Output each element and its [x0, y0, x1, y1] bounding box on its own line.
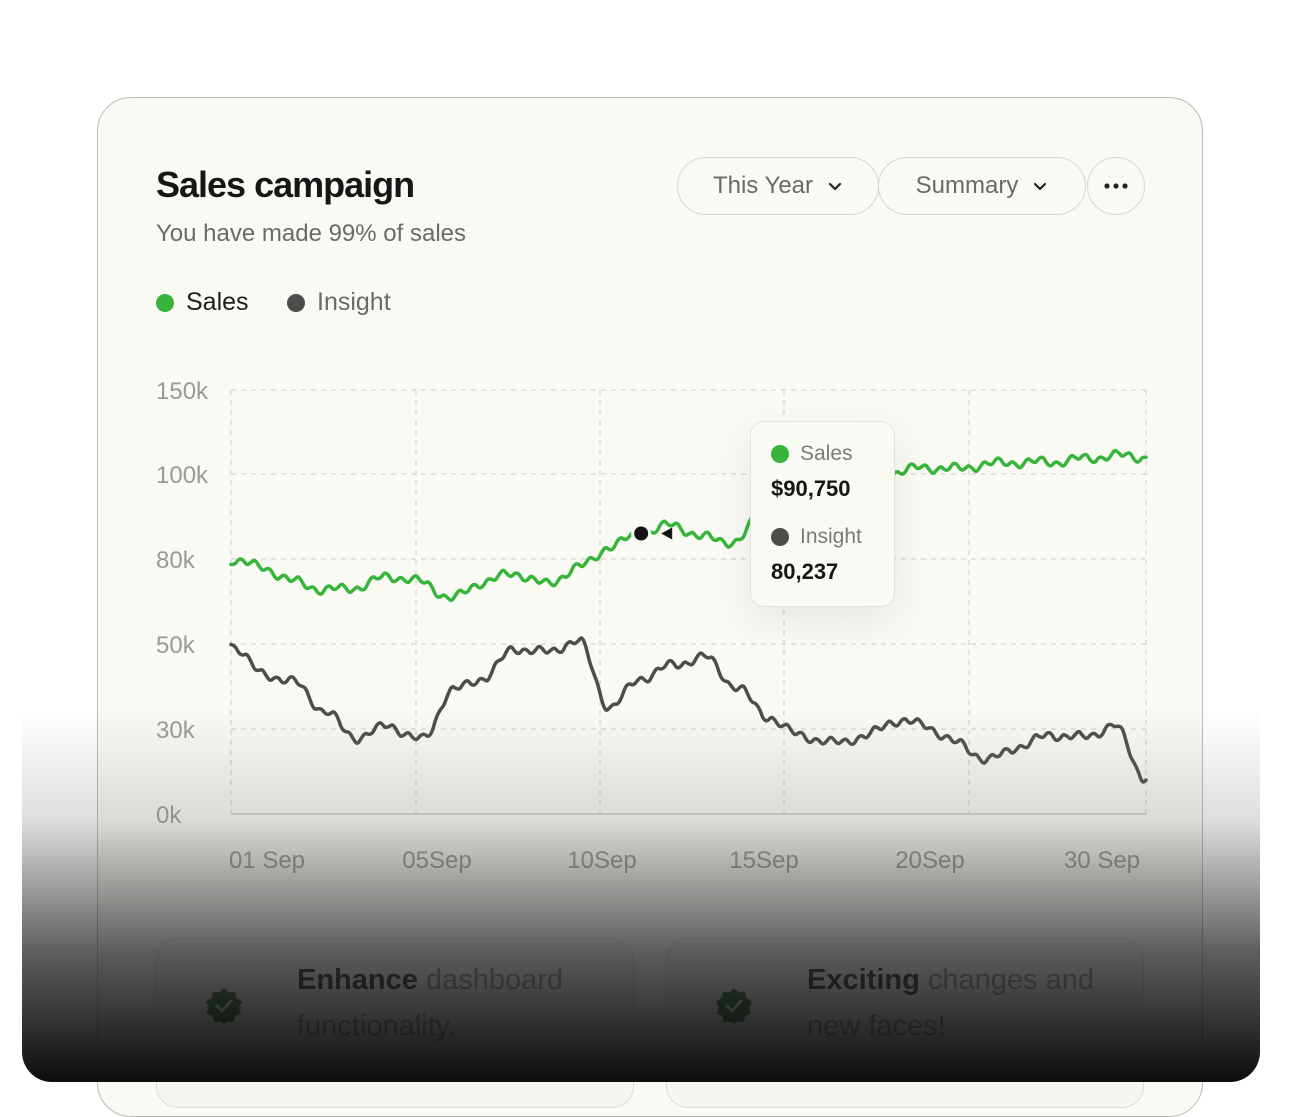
chart-tooltip: Sales $90,750 Insight 80,237	[750, 421, 895, 607]
tooltip-insight-value: 80,237	[771, 559, 839, 584]
sales-campaign-card: Sales campaign You have made 99% of sale…	[97, 97, 1203, 1117]
chevron-down-icon	[828, 182, 842, 191]
check-badge-icon	[179, 961, 269, 1051]
insight-legend-dot	[287, 293, 305, 312]
series-line-insight	[229, 636, 1148, 784]
task-bold: Exciting	[807, 964, 920, 996]
task-card-enhance[interactable]: Enhance dashboard functionality.	[156, 938, 634, 1108]
tooltip-sales-dot	[771, 445, 789, 463]
y-tick-label: 0k	[156, 802, 182, 829]
y-tick-label: 30k	[156, 717, 196, 744]
more-options-button[interactable]	[1087, 157, 1145, 215]
period-dropdown-label: This Year	[712, 172, 814, 199]
legend-label-insight: Insight	[317, 288, 391, 316]
page-title: Sales campaign	[156, 164, 415, 205]
x-tick-label: 15Sep	[729, 847, 798, 874]
legend-item-insight[interactable]: Insight	[287, 288, 391, 317]
tooltip-sales-row: Sales	[771, 442, 853, 466]
tooltip-insight-row: Insight	[771, 525, 862, 549]
task-card-exciting[interactable]: Exciting changes and new faces!	[666, 938, 1144, 1108]
sales-line-chart: 0k 30k 50k 80k 100k 150k 01 Sep 05Sep 10Sep 15Sep…	[156, 378, 1148, 874]
legend-item-sales[interactable]: Sales	[156, 288, 249, 317]
task-text-exciting: Exciting changes and new faces!	[807, 957, 1107, 1049]
y-tick-label: 50k	[156, 632, 196, 659]
x-tick-label: 10Sep	[567, 847, 636, 874]
page-subtitle: You have made 99% of sales	[156, 220, 466, 247]
highlight-point	[634, 526, 649, 541]
y-tick-label: 100k	[156, 462, 209, 489]
task-text-enhance: Enhance dashboard functionality.	[297, 957, 597, 1049]
x-tick-label: 30 Sep	[1064, 847, 1140, 874]
tooltip-sales-value: $90,750	[771, 476, 851, 501]
tooltip-sales-label: Sales	[800, 442, 853, 465]
tooltip-insight-label: Insight	[800, 525, 862, 548]
tooltip-pointer-icon	[661, 527, 673, 540]
view-dropdown-label: Summary	[915, 172, 1019, 199]
legend-label-sales: Sales	[186, 288, 249, 316]
series-line-sales	[229, 448, 1148, 603]
x-tick-label: 01 Sep	[229, 847, 305, 874]
y-tick-label: 80k	[156, 547, 196, 574]
view-dropdown[interactable]: Summary	[878, 157, 1086, 215]
more-horizontal-icon	[1104, 183, 1128, 189]
y-tick-label: 150k	[156, 378, 209, 405]
period-dropdown[interactable]: This Year	[677, 157, 879, 215]
check-badge-icon	[689, 961, 779, 1051]
tooltip-insight-dot	[771, 528, 789, 546]
x-tick-label: 05Sep	[402, 847, 471, 874]
task-bold: Enhance	[297, 964, 418, 996]
chevron-down-icon	[1034, 182, 1047, 191]
x-tick-label: 20Sep	[895, 847, 964, 874]
sales-legend-dot	[156, 293, 174, 312]
